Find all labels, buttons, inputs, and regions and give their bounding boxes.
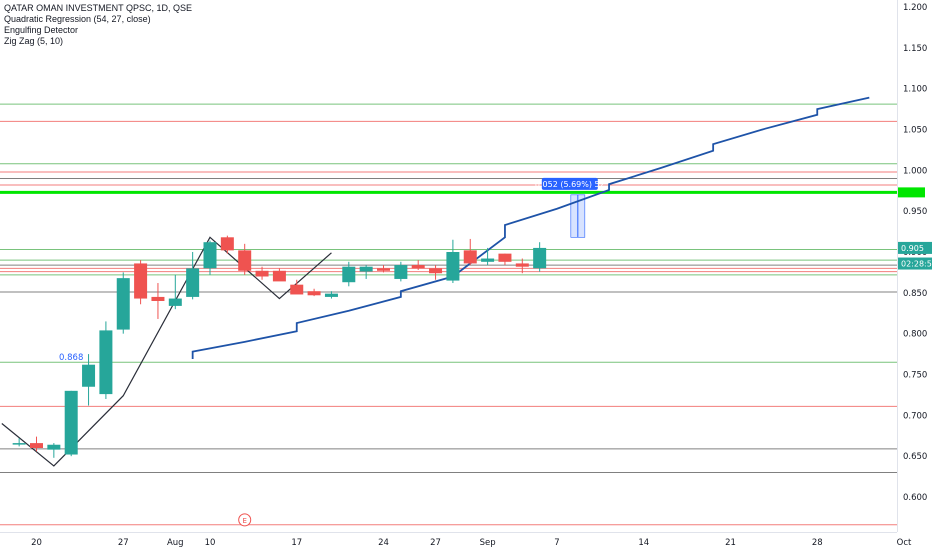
time-tick-label: Oct (897, 538, 912, 548)
candle-body[interactable] (64, 390, 78, 455)
candle-body[interactable] (411, 265, 425, 269)
zigzag-line[interactable] (1, 236, 332, 467)
candle-body[interactable] (290, 284, 304, 295)
candle-body[interactable] (12, 443, 26, 445)
indicator-zig-zag[interactable]: Zig Zag (5, 10) (4, 36, 64, 46)
time-tick-label: 20 (31, 538, 42, 548)
candle-body[interactable] (134, 263, 148, 299)
candle-body[interactable] (99, 330, 113, 395)
time-tick-label: 27 (118, 538, 129, 548)
countdown-badge (898, 257, 932, 270)
candle-body[interactable] (481, 258, 495, 262)
indicator-engulfing-detector[interactable]: Engulfing Detector (4, 25, 79, 35)
symbol-title[interactable]: QATAR OMAN INVESTMENT QPSC, 1D, QSE (4, 3, 193, 13)
highlight-level-marker (897, 187, 925, 198)
price-tick-label: 1.150 (903, 44, 927, 54)
price-tick-label: 1.100 (903, 85, 927, 95)
time-tick-label: Aug (167, 538, 184, 548)
quadratic-regression-line[interactable] (191, 96, 870, 359)
candle-body[interactable] (238, 250, 252, 271)
candle-body[interactable] (446, 252, 460, 281)
time-tick-label: Sep (480, 538, 496, 548)
candle-body[interactable] (168, 298, 182, 306)
measure-label: 0.052 (5.69%) 52 (535, 180, 605, 189)
candle-body[interactable] (255, 270, 269, 277)
measure-label-box (541, 177, 598, 190)
candle-body[interactable] (47, 444, 61, 450)
candle-body[interactable] (30, 443, 43, 448)
price-tick-label: 0.850 (903, 289, 927, 299)
time-tick-label: 24 (378, 538, 389, 548)
candle-body[interactable] (342, 266, 356, 283)
candle-body[interactable] (498, 253, 512, 262)
time-tick-label: 27 (430, 538, 441, 548)
earnings-event-marker[interactable] (238, 513, 252, 527)
zigzag-value-label: 0.868 (59, 353, 83, 363)
countdown-text: 02:28:59 (901, 260, 932, 269)
time-tick-label: 21 (725, 538, 736, 548)
price-tick-label: 0.800 (903, 330, 927, 340)
candle-body[interactable] (324, 293, 338, 297)
price-axis-background (897, 0, 932, 550)
price-tick-label: 1.050 (903, 126, 927, 136)
candle-body[interactable] (307, 291, 321, 296)
candle-body[interactable] (533, 247, 547, 269)
time-tick-label: 14 (638, 538, 649, 548)
candle-body[interactable] (515, 263, 529, 267)
last-price-badge (898, 241, 932, 254)
price-tick-label: 0.600 (903, 493, 927, 503)
candle-body[interactable] (429, 268, 443, 274)
last-price-text: 0.905 (901, 244, 924, 253)
price-tick-label: 0.650 (903, 452, 927, 462)
candle-body[interactable] (463, 250, 477, 264)
candle-body[interactable] (203, 242, 217, 269)
price-tick-label: 1.000 (903, 166, 927, 176)
earnings-event-label: E (242, 517, 246, 525)
time-tick-label: 10 (205, 538, 216, 548)
candle-body[interactable] (377, 268, 390, 271)
candle-body[interactable] (186, 268, 200, 297)
candle-body[interactable] (82, 364, 96, 387)
price-tick-label: 0.950 (903, 207, 927, 217)
time-tick-label: 17 (291, 538, 302, 548)
price-tick-label: 0.700 (903, 411, 927, 421)
time-tick-label: 7 (554, 538, 559, 548)
indicator-quadratic-regression[interactable]: Quadratic Regression (54, 27, close) (4, 14, 151, 24)
candle-body[interactable] (151, 296, 165, 301)
time-tick-label: 28 (812, 538, 823, 548)
candle-body[interactable] (116, 278, 130, 330)
candle-body[interactable] (359, 266, 373, 272)
candle-body[interactable] (394, 265, 408, 279)
chart-legend: QATAR OMAN INVESTMENT QPSC, 1D, QSE Quad… (4, 3, 192, 47)
candle-body[interactable] (272, 270, 286, 282)
price-tick-label: 0.750 (903, 371, 927, 381)
price-tick-label: 1.200 (903, 3, 927, 13)
candle-body[interactable] (220, 237, 234, 251)
